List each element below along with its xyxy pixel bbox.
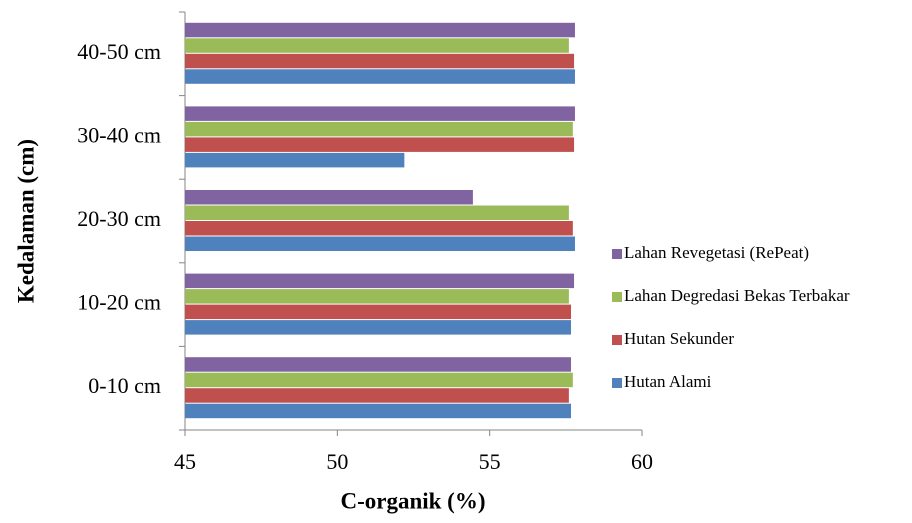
legend-label: Hutan Sekunder [624,329,734,348]
y-tick-label: 0-10 cm [88,373,161,398]
bar [185,152,405,168]
legend-label: Lahan Degredasi Bekas Terbakar [624,286,850,305]
bar [185,236,575,251]
x-tick-label: 50 [326,449,348,474]
legend-label: Lahan Revegetasi (RePeat) [624,243,809,262]
y-tick-label: 10-20 cm [77,290,161,315]
y-tick-label: 40-50 cm [77,39,161,64]
bar [185,221,573,236]
legend-swatch [612,292,622,302]
x-tick-label: 55 [479,449,501,474]
y-tick-label: 30-40 cm [77,122,161,147]
bar [185,106,575,121]
bar [185,137,575,152]
x-tick-label: 60 [631,449,653,474]
legend-label: Hutan Alami [624,372,712,391]
bar [185,53,575,69]
bar [185,289,569,304]
bar [185,38,569,53]
bar [185,205,569,220]
bar [185,190,473,205]
y-tick-label: 20-30 cm [77,206,161,231]
bar [185,22,575,38]
legend-swatch [612,378,622,388]
bar [185,388,569,403]
bar [185,304,572,320]
bar [185,69,575,84]
bar [185,403,572,419]
legend-swatch [612,335,622,345]
bar [185,320,572,335]
x-tick-label: 45 [174,449,196,474]
legend-swatch [612,249,622,259]
bar [185,121,573,137]
bar [185,372,573,388]
y-axis-title: Kedalaman (cm) [13,139,38,303]
x-axis-title: C-organik (%) [340,488,485,513]
bar [185,273,575,289]
bar [185,357,572,372]
